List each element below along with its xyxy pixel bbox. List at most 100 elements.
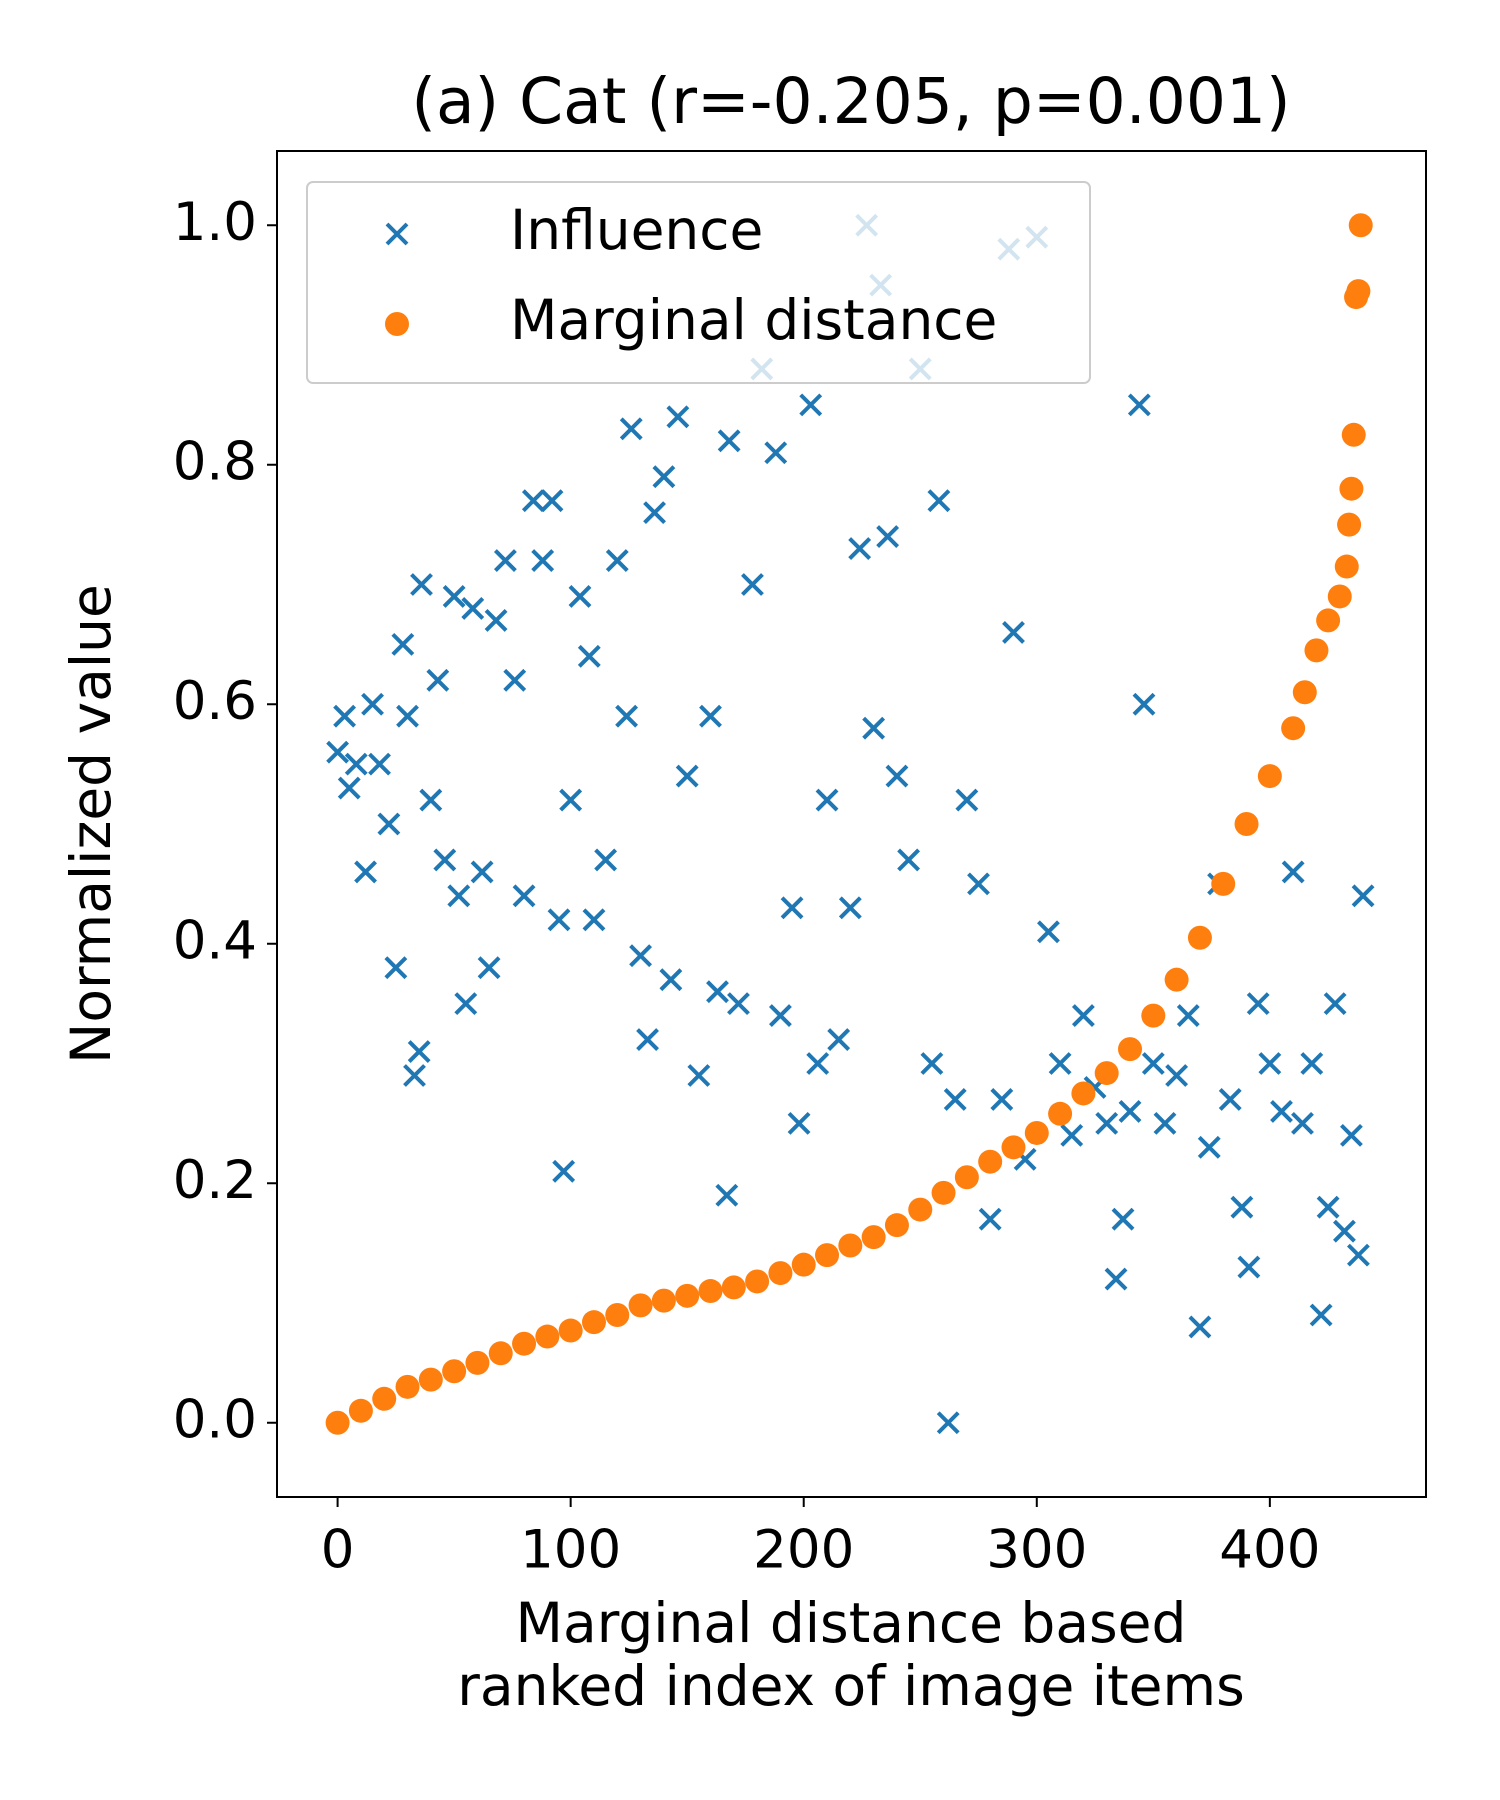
- influence-point: [540, 489, 564, 513]
- distance-point: [1024, 1120, 1049, 1145]
- distance-point: [1257, 764, 1282, 789]
- influence-point: [687, 1064, 711, 1087]
- influence-point: [582, 908, 606, 932]
- influence-point: [1258, 1052, 1282, 1075]
- influence-point: [433, 848, 457, 872]
- influence-point: [354, 860, 377, 884]
- x-tick-label: 200: [753, 1520, 854, 1581]
- distance-point: [651, 1288, 676, 1313]
- influence-point: [897, 848, 921, 872]
- influence-point: [1037, 920, 1060, 944]
- distance-point: [581, 1310, 606, 1335]
- influence-point: [552, 1159, 576, 1183]
- influence-point: [629, 944, 652, 968]
- influence-point: [780, 896, 804, 920]
- influence-point: [1188, 1315, 1212, 1339]
- influence-point: [447, 884, 471, 908]
- influence-point: [547, 908, 571, 932]
- influence-point: [1176, 1004, 1200, 1028]
- plot-area: [325, 213, 1375, 1435]
- influence-point: [391, 632, 415, 656]
- distance-point: [488, 1341, 513, 1366]
- distance-point: [1346, 279, 1371, 304]
- influence-point: [407, 1040, 431, 1063]
- y-tick-label: 0.4: [173, 910, 257, 971]
- influence-point: [652, 465, 676, 489]
- distance-point: [1327, 584, 1352, 609]
- influence-point: [1230, 1195, 1254, 1219]
- influence-point: [384, 956, 408, 980]
- influence-point: [806, 1052, 830, 1075]
- legend-box: [306, 181, 1091, 384]
- distance-point: [1304, 638, 1329, 663]
- influence-point: [715, 1183, 739, 1207]
- influence-point: [493, 549, 517, 572]
- influence-point: [403, 1064, 426, 1087]
- distance-point: [395, 1374, 420, 1399]
- influence-point: [1141, 1052, 1165, 1075]
- legend-marker: [385, 312, 409, 336]
- distance-point: [1094, 1061, 1119, 1086]
- influence-point: [1323, 992, 1347, 1016]
- influence-point: [477, 956, 501, 980]
- influence-point: [1118, 1099, 1142, 1123]
- influence-point: [568, 585, 592, 608]
- influence-point: [815, 788, 839, 812]
- influence-point: [1132, 692, 1156, 716]
- influence-point: [1095, 1111, 1119, 1135]
- influence-point: [717, 429, 741, 453]
- distance-point: [628, 1293, 653, 1318]
- influence-point: [1237, 1255, 1261, 1279]
- distance-point: [1316, 608, 1341, 633]
- influence-point: [1127, 393, 1151, 417]
- distance-point: [1339, 476, 1364, 501]
- distance-point: [1141, 1003, 1166, 1028]
- influence-point: [848, 537, 872, 560]
- y-tick-label: 0.0: [173, 1389, 257, 1450]
- influence-point: [936, 1411, 960, 1435]
- influence-point: [333, 704, 357, 728]
- influence-point: [643, 501, 666, 525]
- influence-point: [1340, 1123, 1363, 1147]
- distance-point: [908, 1197, 933, 1222]
- influence-point: [799, 393, 823, 417]
- influence-point: [1111, 1207, 1135, 1231]
- influence-point: [827, 1028, 851, 1051]
- distance-point: [815, 1243, 840, 1268]
- influence-point: [1346, 1243, 1370, 1267]
- distance-point: [325, 1410, 350, 1435]
- distance-point: [745, 1269, 770, 1294]
- influence-point: [885, 764, 909, 788]
- influence-point: [361, 692, 384, 716]
- influence-point: [605, 549, 629, 572]
- distance-point: [1341, 422, 1366, 447]
- distance-point: [768, 1261, 793, 1286]
- influence-point: [862, 716, 886, 740]
- x-tick-label: 0: [321, 1520, 355, 1581]
- distance-point: [1071, 1081, 1096, 1106]
- x-axis-label: Marginal distance based: [516, 1591, 1187, 1655]
- y-tick-label: 1.0: [173, 192, 257, 253]
- influence-point: [1291, 1111, 1314, 1135]
- distance-point: [512, 1331, 537, 1356]
- distance-point: [884, 1213, 909, 1238]
- influence-point: [1351, 884, 1375, 908]
- influence-point: [876, 525, 900, 549]
- distance-point: [372, 1386, 397, 1411]
- influence-point: [1104, 1267, 1128, 1291]
- distance-point: [558, 1318, 583, 1343]
- distance-point: [535, 1324, 560, 1349]
- distance-point: [675, 1283, 700, 1308]
- y-tick-label: 0.6: [173, 671, 257, 732]
- distance-point: [978, 1149, 1003, 1174]
- influence-point: [559, 788, 583, 812]
- influence-point: [943, 1088, 967, 1111]
- distance-point: [1118, 1037, 1143, 1062]
- distance-point: [1337, 512, 1362, 537]
- influence-point: [503, 668, 527, 692]
- influence-point: [699, 704, 722, 728]
- influence-point: [454, 992, 478, 1016]
- influence-point: [675, 764, 699, 788]
- influence-point: [666, 405, 690, 429]
